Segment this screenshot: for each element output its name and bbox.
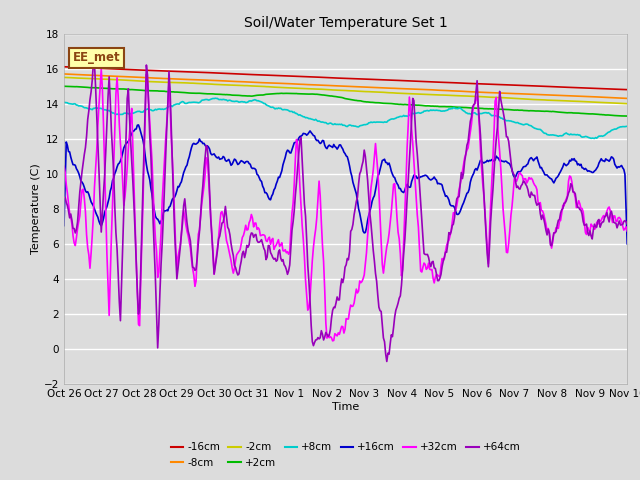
Text: EE_met: EE_met: [72, 51, 120, 64]
+2cm: [623, 113, 631, 119]
-16cm: [331, 75, 339, 81]
+64cm: [329, 308, 337, 313]
Line: -8cm: -8cm: [64, 74, 627, 98]
+32cm: [524, 178, 532, 184]
+16cm: [332, 144, 340, 150]
+32cm: [333, 333, 341, 339]
+16cm: [366, 208, 374, 214]
Line: +16cm: +16cm: [64, 125, 627, 244]
+64cm: [397, 282, 405, 288]
Line: -16cm: -16cm: [64, 67, 627, 90]
-16cm: [623, 87, 631, 93]
+32cm: [330, 337, 337, 343]
-16cm: [365, 76, 372, 82]
+64cm: [612, 220, 620, 226]
+2cm: [610, 113, 618, 119]
Legend: -16cm, -8cm, -2cm, +2cm, +8cm, +16cm, +32cm, +64cm: -16cm, -8cm, -2cm, +2cm, +8cm, +16cm, +3…: [166, 438, 525, 472]
+16cm: [134, 122, 142, 128]
-16cm: [328, 75, 335, 81]
+64cm: [383, 359, 390, 364]
-2cm: [610, 100, 618, 106]
+32cm: [367, 185, 375, 191]
+16cm: [611, 161, 619, 167]
-8cm: [623, 96, 631, 101]
-8cm: [365, 84, 372, 90]
+8cm: [332, 121, 340, 127]
+64cm: [60, 194, 68, 200]
+8cm: [523, 121, 531, 127]
+32cm: [60, 163, 68, 169]
Title: Soil/Water Temperature Set 1: Soil/Water Temperature Set 1: [244, 16, 447, 30]
+2cm: [60, 84, 68, 89]
Line: -2cm: -2cm: [64, 77, 627, 104]
X-axis label: Time: Time: [332, 402, 359, 412]
Line: +8cm: +8cm: [64, 98, 627, 138]
-8cm: [331, 83, 339, 89]
-16cm: [60, 64, 68, 70]
-8cm: [396, 85, 403, 91]
+16cm: [523, 162, 531, 168]
+2cm: [328, 93, 335, 99]
+16cm: [329, 144, 337, 150]
+64cm: [366, 210, 374, 216]
Line: +2cm: +2cm: [64, 86, 627, 116]
+16cm: [623, 241, 631, 247]
-2cm: [396, 90, 403, 96]
+32cm: [397, 273, 405, 278]
+8cm: [60, 99, 68, 105]
+8cm: [366, 120, 374, 126]
-2cm: [331, 87, 339, 93]
+8cm: [623, 123, 631, 129]
-2cm: [328, 87, 335, 93]
+16cm: [60, 223, 68, 228]
+8cm: [211, 96, 219, 101]
+2cm: [331, 94, 339, 99]
-2cm: [623, 101, 631, 107]
+16cm: [397, 186, 404, 192]
+2cm: [396, 102, 403, 108]
+8cm: [397, 113, 404, 119]
+64cm: [623, 221, 631, 227]
+8cm: [612, 126, 620, 132]
-2cm: [522, 96, 529, 102]
+8cm: [329, 121, 337, 127]
-16cm: [396, 78, 403, 84]
-2cm: [365, 89, 372, 95]
-16cm: [610, 86, 618, 92]
+2cm: [522, 108, 529, 113]
Line: +64cm: +64cm: [64, 64, 627, 361]
+32cm: [97, 66, 105, 72]
+32cm: [623, 228, 631, 234]
Line: +32cm: +32cm: [64, 69, 627, 341]
+2cm: [365, 99, 372, 105]
Y-axis label: Temperature (C): Temperature (C): [31, 163, 41, 254]
-8cm: [522, 91, 529, 97]
-2cm: [60, 74, 68, 80]
-8cm: [328, 83, 335, 88]
+32cm: [329, 338, 337, 344]
-8cm: [60, 71, 68, 77]
+32cm: [612, 218, 620, 224]
+8cm: [591, 135, 598, 141]
+64cm: [332, 300, 340, 306]
-8cm: [610, 95, 618, 101]
-16cm: [522, 83, 529, 88]
+64cm: [524, 187, 532, 192]
+64cm: [91, 61, 99, 67]
